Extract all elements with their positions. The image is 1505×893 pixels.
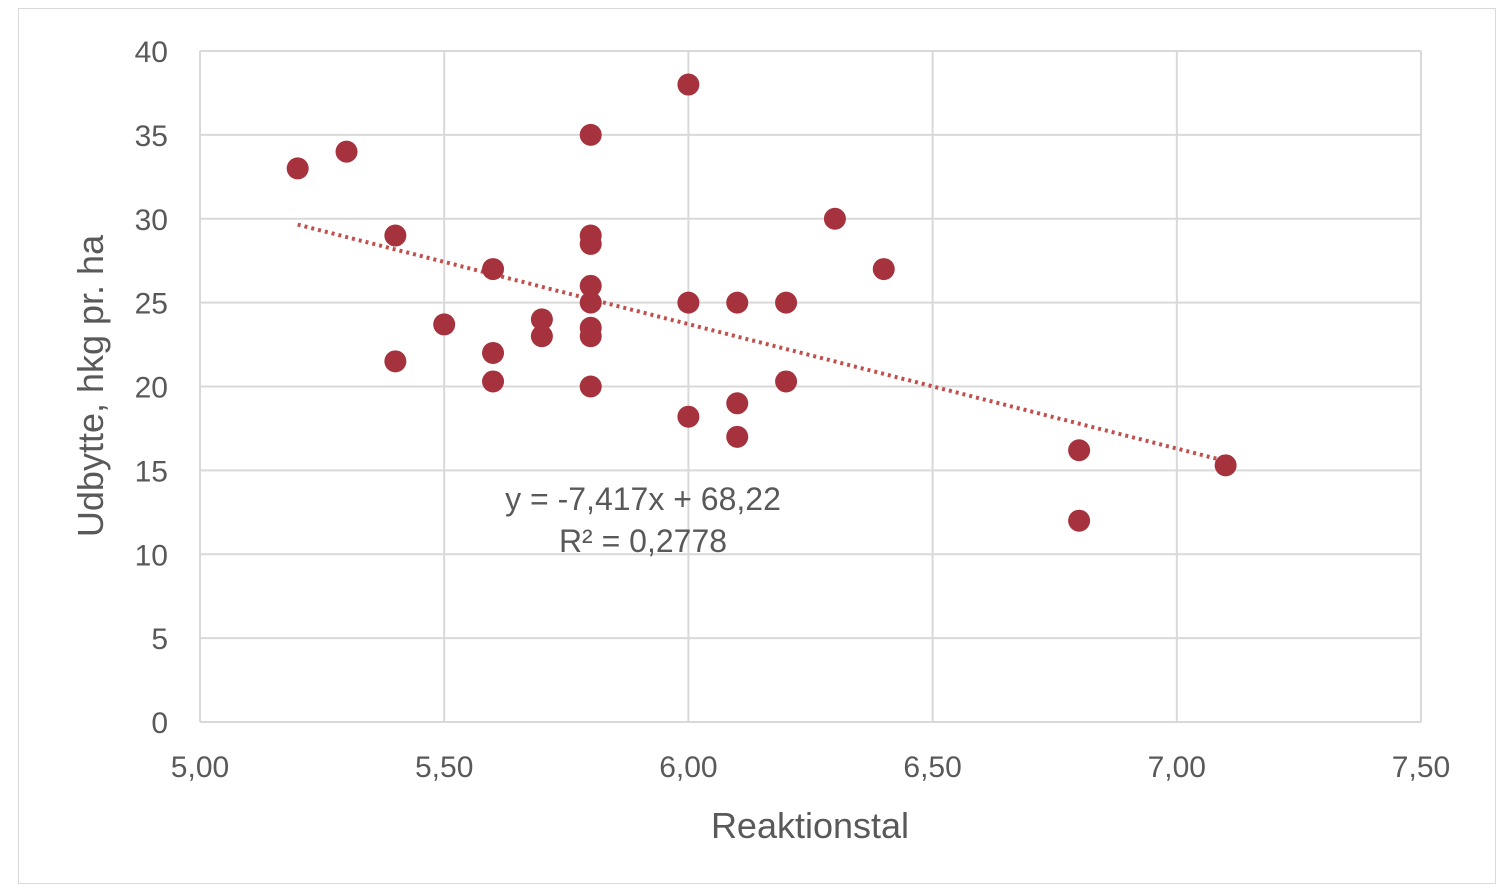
data-point	[726, 291, 749, 314]
x-tick-label: 5,50	[415, 751, 473, 784]
data-point	[433, 313, 456, 336]
data-point	[775, 291, 798, 314]
data-points	[286, 73, 1237, 532]
data-point	[1214, 454, 1237, 477]
x-tick-label: 5,00	[171, 751, 229, 784]
x-tick-label: 7,50	[1392, 751, 1450, 784]
trendline-r-squared: R² = 0,2778	[559, 523, 727, 559]
x-tick-labels: 5,00 5,50 6,00 6,50 7,00 7,50	[171, 751, 1450, 784]
x-tick-label: 6,50	[903, 751, 961, 784]
y-tick-label: 35	[135, 120, 168, 153]
data-point	[872, 258, 895, 281]
data-point	[579, 274, 602, 297]
data-point	[579, 291, 602, 314]
y-tick-label: 10	[135, 539, 168, 572]
data-point	[482, 341, 505, 364]
y-tick-label: 5	[151, 623, 168, 656]
data-point	[335, 140, 358, 163]
y-tick-label: 25	[135, 288, 168, 321]
data-point	[1068, 439, 1091, 462]
data-point	[530, 325, 553, 348]
data-point	[677, 405, 700, 428]
y-tick-label: 40	[135, 36, 168, 69]
data-point	[579, 232, 602, 255]
x-tick-label: 7,00	[1148, 751, 1206, 784]
data-point	[384, 224, 407, 247]
data-point	[579, 325, 602, 348]
trendline-equation: y = -7,417x + 68,22	[505, 481, 781, 517]
data-point	[677, 291, 700, 314]
y-tick-labels: 0 5 10 15 20 25 30 35 40	[135, 36, 168, 740]
y-tick-label: 20	[135, 372, 168, 405]
y-tick-label: 15	[135, 455, 168, 488]
data-point	[726, 425, 749, 448]
data-point	[726, 392, 749, 415]
trendline	[297, 222, 1227, 463]
y-axis-title: Udbytte, hkg pr. ha	[70, 234, 111, 537]
data-point	[775, 370, 798, 393]
x-axis-title: Reaktionstal	[711, 805, 909, 846]
data-point	[482, 370, 505, 393]
data-point	[530, 308, 553, 331]
data-point	[823, 207, 846, 230]
data-point	[286, 157, 309, 180]
x-tick-label: 6,00	[659, 751, 717, 784]
data-point	[579, 375, 602, 398]
data-point	[482, 258, 505, 281]
chart-frame	[18, 8, 1496, 884]
data-point	[579, 123, 602, 146]
data-point	[677, 73, 700, 96]
y-tick-label: 0	[151, 707, 168, 740]
y-tick-label: 30	[135, 204, 168, 237]
data-point	[384, 350, 407, 373]
data-point	[1068, 509, 1091, 532]
gridlines	[199, 50, 1422, 723]
trendline-group	[297, 222, 1227, 463]
